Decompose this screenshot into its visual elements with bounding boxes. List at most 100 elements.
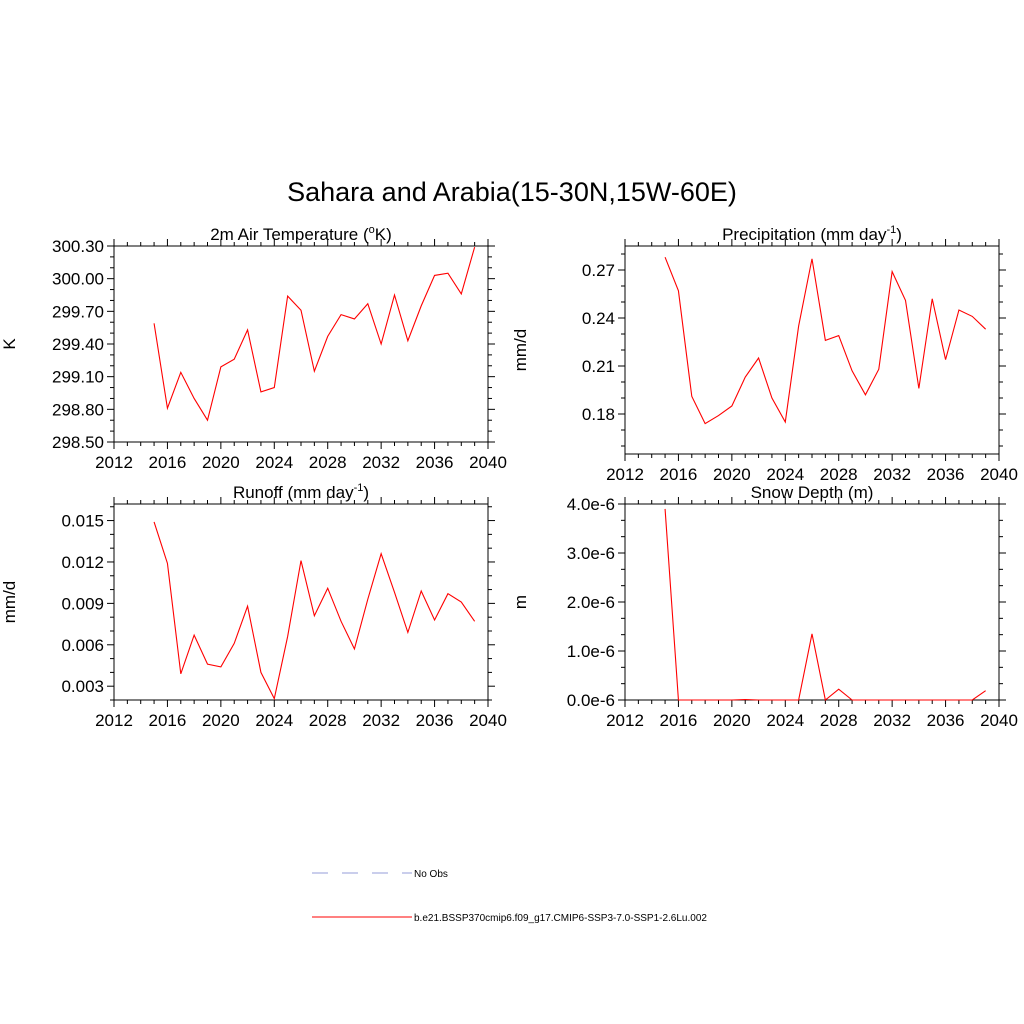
data-point	[287, 295, 288, 296]
x-tick-label: 2024	[255, 711, 293, 730]
data-point	[865, 394, 866, 395]
panel-2: 2012 2016 2020 2024 2028 2032 2036 2040 0.18 0.21…	[511, 224, 1018, 484]
y-tick-label: 0.003	[61, 677, 104, 696]
x-tick-label: 2036	[927, 465, 965, 484]
data-point	[945, 359, 946, 360]
data-point	[731, 699, 732, 700]
data-point	[314, 371, 315, 372]
series-line	[153, 246, 476, 422]
x-tick-label: 2028	[820, 465, 858, 484]
y-tick-label: 0.006	[61, 636, 104, 655]
data-point	[394, 294, 395, 295]
data-point	[892, 271, 893, 272]
data-point	[851, 370, 852, 371]
y-tick-label: 299.70	[52, 302, 104, 321]
x-tick-label: 2036	[416, 453, 454, 472]
x-tick-label: 2016	[149, 453, 187, 472]
x-tick-label: 2016	[660, 711, 698, 730]
x-tick-label: 2032	[873, 465, 911, 484]
data-point	[865, 699, 866, 700]
panel-title-text: Snow Depth (m)	[751, 483, 874, 502]
data-point	[220, 366, 221, 367]
x-tick-label: 2028	[309, 711, 347, 730]
y-tick-label: 0.009	[61, 594, 104, 613]
data-point	[447, 273, 448, 274]
data-point	[234, 643, 235, 644]
data-point	[260, 391, 261, 392]
x-tick-label: 2012	[606, 711, 644, 730]
panel-title-superscript: -1	[886, 224, 896, 236]
panel-title-text: Runoff (mm day	[233, 483, 354, 502]
data-point	[945, 699, 946, 700]
data-point	[167, 408, 168, 409]
y-tick-label: 3.0e-6	[567, 544, 615, 563]
data-point	[825, 699, 826, 700]
data-point	[691, 396, 692, 397]
data-point	[220, 666, 221, 667]
x-tick-label: 2020	[713, 711, 751, 730]
x-tick-label: 2040	[980, 465, 1018, 484]
panel-title-precipitation-mm-day: Precipitation (mm day-1)	[722, 224, 902, 244]
x-tick-label: 2024	[766, 711, 804, 730]
data-point	[664, 508, 665, 509]
data-point	[207, 664, 208, 665]
data-point	[367, 303, 368, 304]
x-tick-label: 2036	[927, 711, 965, 730]
data-point	[932, 298, 933, 299]
x-tick-label: 2016	[149, 711, 187, 730]
panel-title-end: )	[363, 483, 369, 502]
series-line	[153, 521, 476, 701]
legend: No Obs b.e21.BSSP370cmip6.f09_g17.CMIP6-…	[312, 869, 707, 924]
data-point	[718, 699, 719, 700]
data-point	[771, 397, 772, 398]
data-point	[758, 357, 759, 358]
data-point	[407, 632, 408, 633]
data-point	[461, 293, 462, 294]
data-point	[340, 621, 341, 622]
data-point	[705, 699, 706, 700]
data-point	[247, 329, 248, 330]
data-point	[718, 415, 719, 416]
y-tick-label: 299.40	[52, 335, 104, 354]
data-point	[327, 336, 328, 337]
data-point	[664, 257, 665, 258]
data-point	[678, 699, 679, 700]
x-tick-label: 2024	[766, 465, 804, 484]
panel-4: 2012 2016 2020 2024 2028 2032 2036 2040 0.0e-6 1.…	[511, 483, 1018, 730]
data-point	[153, 521, 154, 522]
legend-item-model-run: b.e21.BSSP370cmip6.f09_g17.CMIP6-SSP3-7.…	[312, 913, 707, 924]
x-tick-label: 2032	[362, 711, 400, 730]
data-point	[167, 563, 168, 564]
y-tick-label: 1.0e-6	[567, 642, 615, 661]
y-tick-label: 300.00	[52, 270, 104, 289]
panel-title-end: K)	[375, 225, 392, 244]
data-point	[918, 388, 919, 389]
data-point	[771, 699, 772, 700]
data-point	[918, 699, 919, 700]
data-point	[972, 699, 973, 700]
data-point	[745, 699, 746, 700]
data-point	[354, 648, 355, 649]
legend-label-model-run: b.e21.BSSP370cmip6.f09_g17.CMIP6-SSP3-7.…	[414, 913, 707, 924]
y-axis-label: mm/d	[0, 581, 19, 624]
x-tick-label: 2020	[713, 465, 751, 484]
data-point	[798, 325, 799, 326]
series-line	[664, 256, 987, 425]
y-tick-label: 0.18	[582, 405, 615, 424]
data-point	[207, 420, 208, 421]
data-point	[153, 323, 154, 324]
data-point	[180, 372, 181, 373]
data-point	[932, 699, 933, 700]
plot-frame	[113, 245, 489, 443]
y-tick-label: 0.015	[61, 512, 104, 531]
data-point	[958, 309, 959, 310]
data-point	[247, 606, 248, 607]
data-point	[421, 590, 422, 591]
data-point	[838, 689, 839, 690]
data-point	[381, 343, 382, 344]
x-tick-label: 2040	[469, 711, 507, 730]
data-point	[367, 599, 368, 600]
data-point	[260, 672, 261, 673]
data-point	[300, 560, 301, 561]
data-point	[287, 636, 288, 637]
